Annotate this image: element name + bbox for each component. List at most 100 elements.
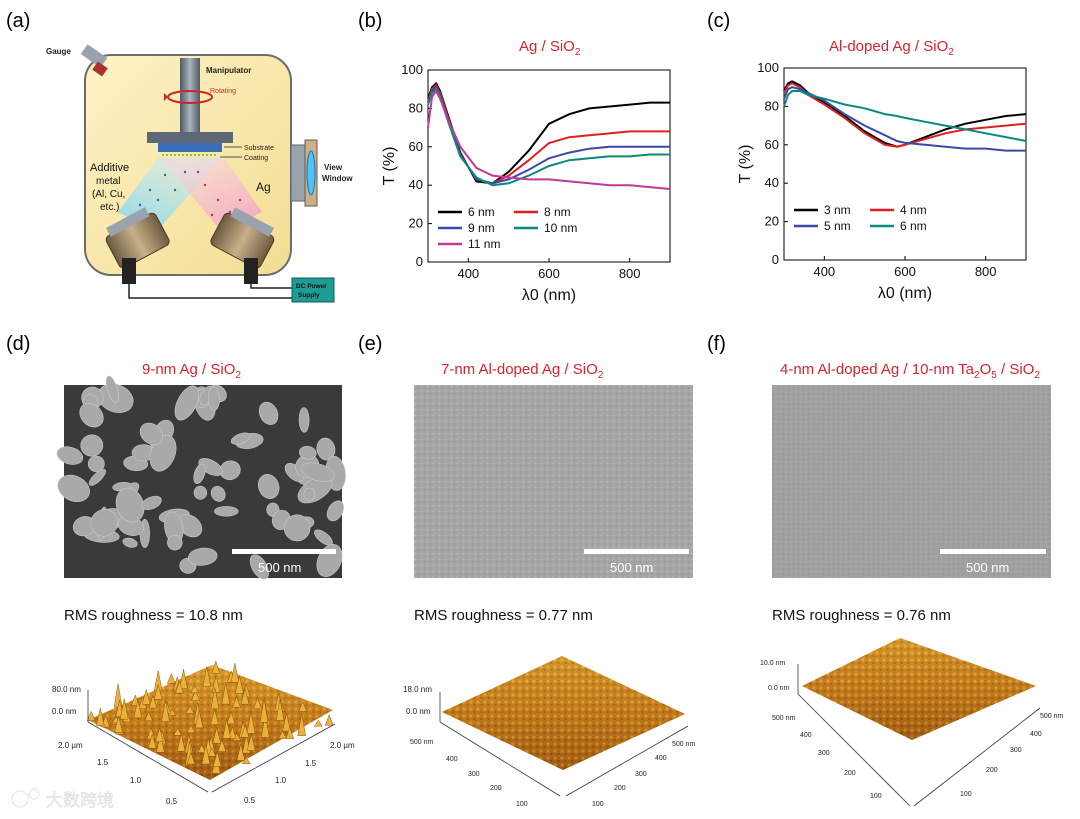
- arrowhead-icon: [164, 93, 168, 101]
- afm-peak: [275, 699, 285, 721]
- afm-peak: [194, 710, 204, 729]
- afm-peak: [212, 727, 221, 744]
- dc-power-supply: [291, 277, 335, 303]
- afm-e-rt0: 500 nm: [672, 741, 696, 748]
- afm-peak: [222, 718, 231, 739]
- afm-f-rt3: 200: [986, 767, 998, 774]
- afm-peak: [246, 711, 256, 734]
- panel-b-title: Ag / SiO2: [519, 38, 581, 58]
- silver-island: [326, 500, 344, 522]
- panel-f: (f) 4-nm Al-doped Ag / 10-nm Ta2O5 / SiO…: [707, 333, 1064, 807]
- additive-label-2: metal: [96, 176, 120, 187]
- manipulator-label: Manipulator: [206, 66, 251, 75]
- legend-label: 3 nm: [824, 203, 851, 217]
- chart-b: 400 600 800 0 20 40 60 80 100 T (%) λ0 (nm) 6 nm 8 n…: [381, 62, 671, 304]
- y-tick-label: 20: [409, 216, 423, 231]
- afm-peak: [278, 730, 287, 739]
- legend-label: 9 nm: [468, 221, 495, 235]
- afm-peak: [241, 757, 251, 764]
- y-axis-label: T (%): [737, 145, 754, 184]
- power-cable-left: [128, 284, 292, 299]
- afm-peak: [186, 752, 196, 765]
- x-tick-label: 400: [457, 266, 479, 281]
- afm-f-zzero: 0.0 nm: [768, 685, 790, 692]
- afm-f-rt1: 400: [1030, 731, 1042, 738]
- legend-label: 4 nm: [900, 203, 927, 217]
- panel-d-title: 9-nm Ag / SiO2: [142, 361, 241, 381]
- afm-peak: [148, 694, 158, 709]
- afm-peak: [282, 713, 291, 732]
- afm-peak: [86, 710, 96, 721]
- afm-peak: [253, 697, 262, 710]
- watermark: 大数跨境: [11, 788, 114, 810]
- afm-d-rt2: 1.0: [275, 776, 287, 785]
- legend-label: 10 nm: [544, 221, 577, 235]
- afm-f: 10.0 nm 0.0 nm 500 nm 400 300 200 100 50…: [760, 638, 1064, 807]
- sem-image-e: [414, 385, 693, 578]
- gauge-label: Gauge: [46, 47, 71, 56]
- sem-image-d: [56, 375, 346, 580]
- panel-d-letter: (d): [6, 333, 30, 355]
- afm-d-zzero: 0.0 nm: [52, 707, 77, 716]
- afm-e-lt2: 300: [468, 771, 480, 778]
- rms-e: RMS roughness = 0.77 nm: [414, 607, 593, 624]
- afm-peak: [186, 724, 196, 733]
- silver-island: [193, 463, 206, 484]
- substrate: [158, 143, 222, 152]
- afm-peak: [240, 688, 250, 705]
- afm-peak: [297, 713, 306, 736]
- y-tick-label: 0: [772, 252, 779, 267]
- y-tick-label: 40: [765, 175, 779, 190]
- x-tick-label: 600: [538, 266, 560, 281]
- y-tick-label: 20: [765, 214, 779, 229]
- afm-f-lt0: 500 nm: [772, 715, 796, 722]
- afm-peak: [153, 683, 163, 700]
- legend-label: 5 nm: [824, 219, 851, 233]
- afm-peak: [133, 699, 143, 719]
- rotating-label: Rotating: [210, 88, 236, 95]
- panel-c-title: Al-doped Ag / SiO2: [829, 38, 954, 58]
- gauge-icon: [80, 44, 108, 77]
- y-tick-label: 60: [765, 137, 779, 152]
- y-tick-label: 80: [409, 100, 423, 115]
- afm-peak: [201, 743, 211, 765]
- scale-bar-f: [940, 549, 1046, 554]
- silver-island: [174, 385, 200, 421]
- legend-label: 6 nm: [468, 205, 495, 219]
- afm-peak: [156, 733, 165, 753]
- afm-peak: [210, 709, 219, 725]
- additive-label-1: Additive: [90, 162, 129, 174]
- afm-e-zzero: 0.0 nm: [406, 707, 431, 716]
- afm-peak: [247, 734, 256, 751]
- afm-e-rt3: 200: [614, 785, 626, 792]
- scale-bar-e: [584, 549, 689, 554]
- afm-peak: [179, 669, 188, 689]
- afm-e-rt1: 400: [655, 755, 667, 762]
- scale-label-e: 500 nm: [610, 560, 653, 575]
- silver-island: [303, 487, 316, 501]
- x-axis-label: λ0 (nm): [878, 285, 932, 302]
- y-tick-label: 60: [409, 139, 423, 154]
- x-tick-label: 800: [975, 264, 997, 279]
- afm-peak: [114, 716, 123, 733]
- series-line-6-nm: [427, 81, 670, 185]
- chart-c: 400 600 800 0 20 40 60 80 100 T (%) λ0 (nm) 3 nm 4 n…: [737, 60, 1027, 302]
- y-tick-label: 100: [757, 60, 779, 75]
- afm-peak: [235, 675, 244, 694]
- afm-f-lt4: 100: [870, 793, 882, 800]
- afm-peak: [230, 663, 240, 683]
- view-window-label-2: Window: [322, 174, 353, 183]
- silver-island: [193, 485, 208, 500]
- silver-island: [80, 434, 104, 457]
- silver-island: [187, 547, 218, 566]
- afm-peak: [211, 675, 221, 693]
- silver-island: [79, 403, 104, 428]
- silver-island: [167, 534, 183, 551]
- silver-island: [139, 422, 164, 446]
- view-window-frame: [290, 144, 306, 202]
- silver-island: [57, 474, 90, 503]
- afm-peak: [226, 711, 236, 725]
- y-tick-label: 40: [409, 177, 423, 192]
- dc-label-2: Supply: [298, 292, 320, 299]
- afm-f-lt3: 200: [844, 770, 856, 777]
